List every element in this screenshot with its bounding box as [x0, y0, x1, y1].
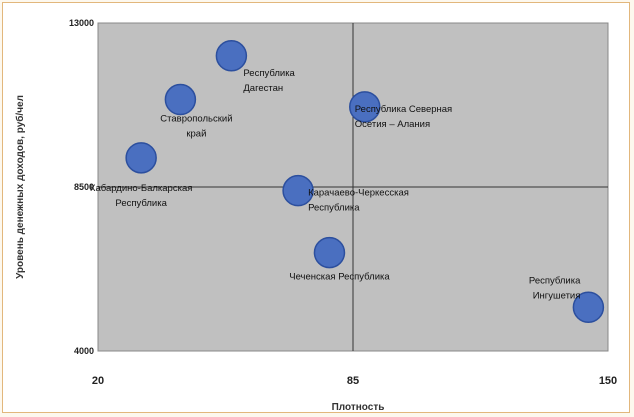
y-tick-label: 4000 — [74, 346, 94, 356]
data-point — [572, 291, 605, 324]
data-point — [313, 236, 346, 269]
x-axis-ticks: 20 85 150 — [92, 375, 617, 387]
x-axis-title: Плотность — [332, 402, 385, 413]
y-axis-ticks: 13000 8500 4000 — [69, 18, 94, 356]
point-label: Кабардино-Балкарская Республика — [90, 183, 192, 209]
point-label: Республика Северная Осетия – Алания — [355, 104, 452, 130]
x-tick-label: 20 — [92, 375, 104, 387]
data-points — [125, 40, 605, 324]
data-point — [282, 174, 314, 207]
point-label: Карачаево-Черкесская Республика — [308, 188, 409, 214]
point-label: Ставропольский край — [160, 114, 232, 140]
y-tick-label: 8500 — [74, 182, 94, 192]
x-tick-label: 150 — [599, 375, 617, 387]
x-tick-label: 85 — [347, 375, 359, 387]
y-tick-label: 13000 — [69, 18, 94, 28]
data-point — [215, 40, 248, 72]
scatter-chart: 13000 8500 4000 20 85 150 Республика Дагестан… — [14, 18, 617, 413]
data-point — [125, 142, 157, 174]
data-point — [164, 83, 197, 116]
data-point — [349, 91, 381, 123]
point-labels: Республика Дагестан Ставропольский край Каба… — [90, 68, 581, 301]
y-axis-title: Уровень денежных доходов, руб/чел — [14, 95, 26, 279]
point-label: Чеченская Республика — [289, 272, 390, 283]
chart-frame: 13000 8500 4000 20 85 150 Республика Дагестан… — [2, 2, 630, 413]
point-label: Республика Ингушетия — [529, 275, 581, 301]
point-label: Республика Дагестан — [243, 68, 295, 94]
